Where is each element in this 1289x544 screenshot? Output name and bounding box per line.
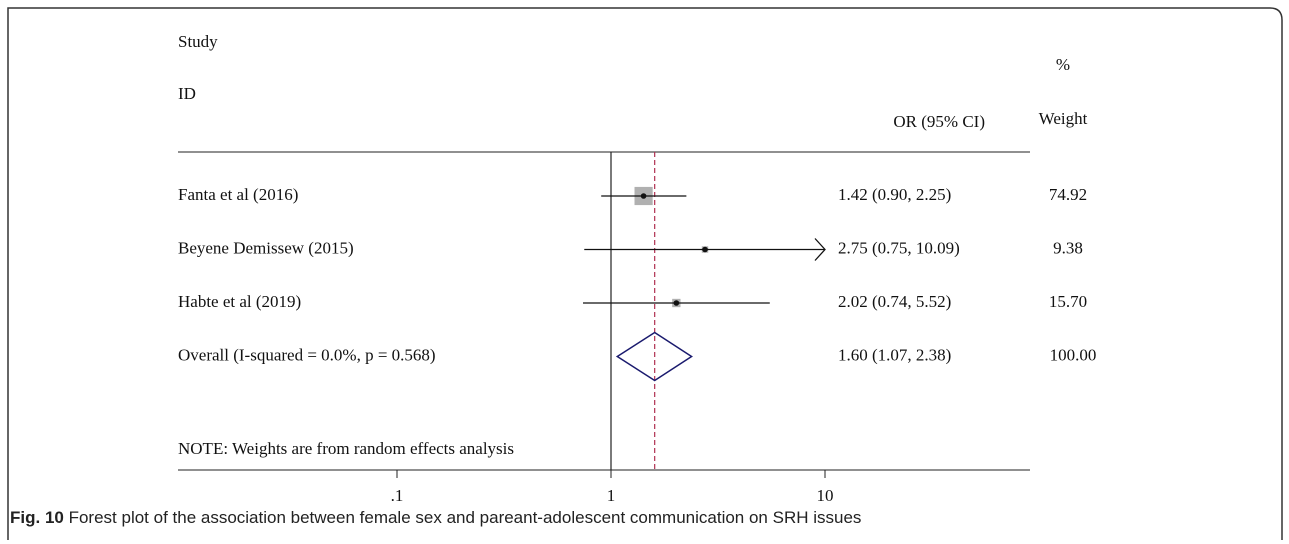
x-tick-label: .1	[391, 486, 404, 505]
overall-weight-label: 100.00	[1050, 345, 1097, 364]
point	[673, 300, 680, 306]
weight-label: 15.70	[1049, 292, 1087, 311]
effect-label: 2.75 (0.75, 10.09)	[838, 238, 960, 257]
caption-text: Forest plot of the association between f…	[63, 508, 862, 527]
study-label: Fanta et al (2016)	[178, 185, 298, 204]
frame	[7, 7, 1283, 540]
effect-label: 1.42 (0.90, 2.25)	[838, 185, 951, 204]
weight-label: 9.38	[1053, 238, 1083, 257]
x-tick-label: 1	[607, 486, 616, 505]
point	[702, 246, 708, 253]
overall-diamond	[615, 331, 693, 382]
note: NOTE: Weights are from random effects an…	[178, 439, 514, 458]
effect-label: 2.02 (0.74, 5.52)	[838, 292, 951, 311]
caption: Fig. 10 Forest plot of the association b…	[10, 508, 861, 528]
caption-label: Fig. 10	[10, 508, 64, 527]
header-effect: OR (95% CI)	[893, 112, 985, 131]
weight-label: 74.92	[1049, 185, 1087, 204]
header-weight-top: %	[1056, 55, 1070, 74]
header-study: Study	[178, 32, 218, 51]
x-tick-label: 10	[817, 486, 834, 505]
overall-effect-label: 1.60 (1.07, 2.38)	[838, 345, 951, 364]
point	[640, 193, 647, 199]
study-label: Beyene Demissew (2015)	[178, 238, 354, 257]
study-label: Habte et al (2019)	[178, 292, 301, 311]
header-id: ID	[178, 84, 196, 103]
overall-label: Overall (I-squared = 0.0%, p = 0.568)	[178, 345, 436, 364]
ci-arrow	[814, 238, 826, 261]
header-weight: Weight	[1039, 109, 1088, 128]
